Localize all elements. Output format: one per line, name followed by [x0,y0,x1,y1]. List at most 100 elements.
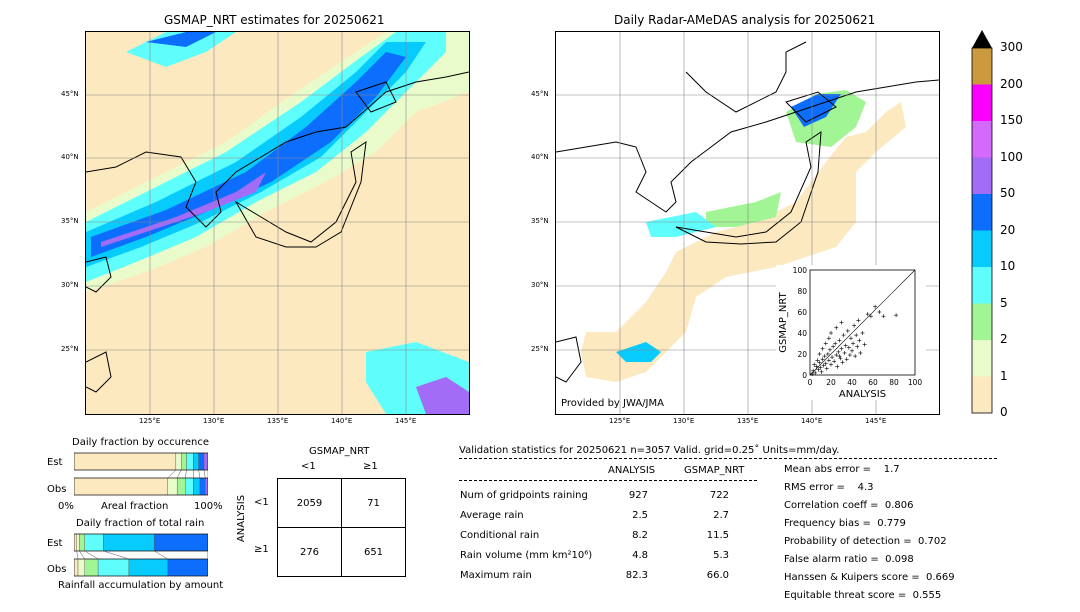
scatter-point [817,352,822,356]
scatter-point [837,354,842,359]
occurrence-row-obs: Obs [47,484,67,495]
total-rain-footer: Rainfall accumulation by amount [58,580,224,591]
scatter-point [856,318,861,323]
total-rain-bar-segment [73,558,79,577]
colorbar-extend-arrow [972,30,992,48]
total-rain-connector [103,550,130,560]
scatter-point [855,344,860,349]
colorbar-segment [972,157,992,194]
scatter-point [851,341,856,346]
colorbar-segment [972,48,992,85]
contingency-cell: 276 [277,527,342,577]
scatter-x-tick: 40 [847,378,857,387]
scatter-point [834,353,839,358]
right-lat-tick-35: 35°N [531,217,549,225]
scatter-point [820,346,825,351]
validation-score: False alarm ratio = 0.098 [784,554,914,565]
left-lat-tick-30: 30°N [61,281,79,289]
scatter-point [826,358,831,363]
credit-text: Provided by JWA/JMA [561,398,664,409]
contingency-row-lt1: <1 [254,497,269,508]
occurrence-connector [167,469,177,479]
total-rain-title: Daily fraction of total rain [76,518,205,529]
validation-row-analysis: 8.2 [632,530,648,541]
scatter-point [862,342,867,347]
left-lat-tick-25: 25°N [61,345,79,353]
colorbar-tick-label: 2 [1000,332,1008,346]
scatter-y-tick: 20 [797,350,807,359]
validation-row-analysis: 927 [628,490,648,501]
scatter-point [841,333,846,338]
scatter-point [817,360,822,365]
colorbar-segment [972,84,992,121]
scatter-point [827,347,832,352]
scatter-point [824,366,829,371]
colorbar-tick-label: 150 [1000,113,1023,127]
occurrence-connector [203,469,206,479]
left-lat-tick-45: 45°N [61,90,79,98]
scatter-point [819,369,824,374]
validation-row-analysis: 82.3 [625,570,648,581]
occurrence-bar-segment [180,452,187,471]
scatter-point [832,359,837,364]
scatter-point [838,356,843,361]
scatter-point [823,361,828,366]
validation-score: Correlation coeff = 0.806 [784,500,914,511]
scatter-point [822,354,827,359]
right-lon-tick-130: 130°E [673,417,695,425]
scatter-point [852,323,857,328]
occurrence-bar-segment [73,477,169,496]
total-rain-bar-segment [77,558,85,577]
validation-row-label: Maximum rain [460,570,532,581]
occurrence-bar-segment [205,477,209,496]
scatter-point [839,346,844,351]
validation-score: Mean abs error = 1.7 [784,464,900,475]
occurrence-connector [198,469,201,479]
total-rain-bar-segment [84,533,104,552]
right-lat-tick-30: 30°N [531,281,549,289]
scatter-point [839,320,844,325]
scatter-point [812,362,817,367]
scatter-point [842,350,847,355]
occurrence-connector [176,469,182,479]
colorbar-frame [971,47,993,414]
scatter-point [811,368,816,373]
contingency-row-ge1: ≥1 [254,544,269,555]
scatter-point [858,350,863,355]
scatter-point [857,338,862,343]
scatter-ylabel: GSMAP_NRT [778,291,789,352]
occurrence-bar-segment [176,477,186,496]
scatter-diagonal [809,269,916,376]
validation-score: Equitable threat score = 0.555 [784,590,942,601]
left-lon-tick-135: 135°E [267,417,289,425]
right-lon-tick-145: 145°E [865,417,887,425]
left-lon-tick-145: 145°E [395,417,417,425]
right-lon-tick-135: 135°E [737,417,759,425]
scatter-point [823,341,828,346]
scatter-point [821,363,826,368]
total-rain-chart [73,532,209,578]
scatter-point [868,314,873,319]
right-lat-tick-40: 40°N [531,153,549,161]
validation-row-gsmap: 2.7 [713,510,729,521]
total-rain-bar-segment [73,533,77,552]
total-rain-bar-segment [84,558,99,577]
occurrence-bar-segment [185,477,194,496]
contingency-col-ge1: ≥1 [363,461,378,472]
validation-table-divider [459,480,757,481]
occurrence-connector [184,469,187,479]
occurrence-x-right: 100% [194,501,223,512]
total-rain-bar-segment [76,533,80,552]
occurrence-title: Daily fraction by occurence [72,437,210,448]
scatter-x-tick: 20 [826,378,836,387]
right-lat-tick-25: 25°N [531,345,549,353]
total-rain-bar-segment [97,558,130,577]
scatter-point [813,370,818,375]
left-map-title: GSMAP_NRT estimates for 20250621 [164,13,385,27]
validation-score: Probability of detection = 0.702 [784,536,947,547]
occurrence-xlabel: Areal fraction [101,501,169,512]
scatter-point [845,328,850,333]
scatter-point [818,365,823,370]
scatter-point [847,353,852,358]
scatter-point [829,331,833,335]
